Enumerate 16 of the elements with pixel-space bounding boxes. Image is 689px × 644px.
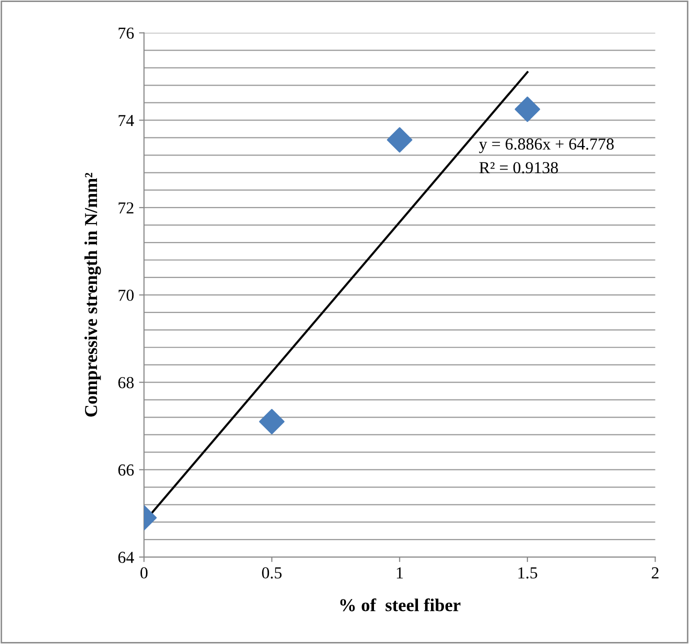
y-axis-title: Compressive strength in N/mm²: [84, 172, 101, 417]
x-tick-label: 2: [652, 567, 658, 578]
y-tick-label: 76: [118, 28, 134, 39]
y-tick-label: 74: [118, 115, 134, 126]
annotation: y = 6.886x + 64.778: [479, 138, 614, 154]
x-tick-label: 0: [140, 567, 148, 579]
y-tick-label: 72: [118, 202, 134, 214]
x-tick-label: 1: [396, 567, 403, 578]
y-tick-label: 68: [118, 377, 134, 388]
y-tick-label: 66: [118, 464, 134, 476]
x-tick-label: 0.5: [262, 567, 282, 579]
x-tick-label: 1.5: [518, 567, 538, 579]
y-tick-label: 64: [118, 552, 134, 564]
annotation: R² = 0.9138: [479, 162, 558, 174]
x-axis-title: % of steel fiber: [340, 598, 460, 612]
y-tick-label: 70: [118, 290, 134, 301]
